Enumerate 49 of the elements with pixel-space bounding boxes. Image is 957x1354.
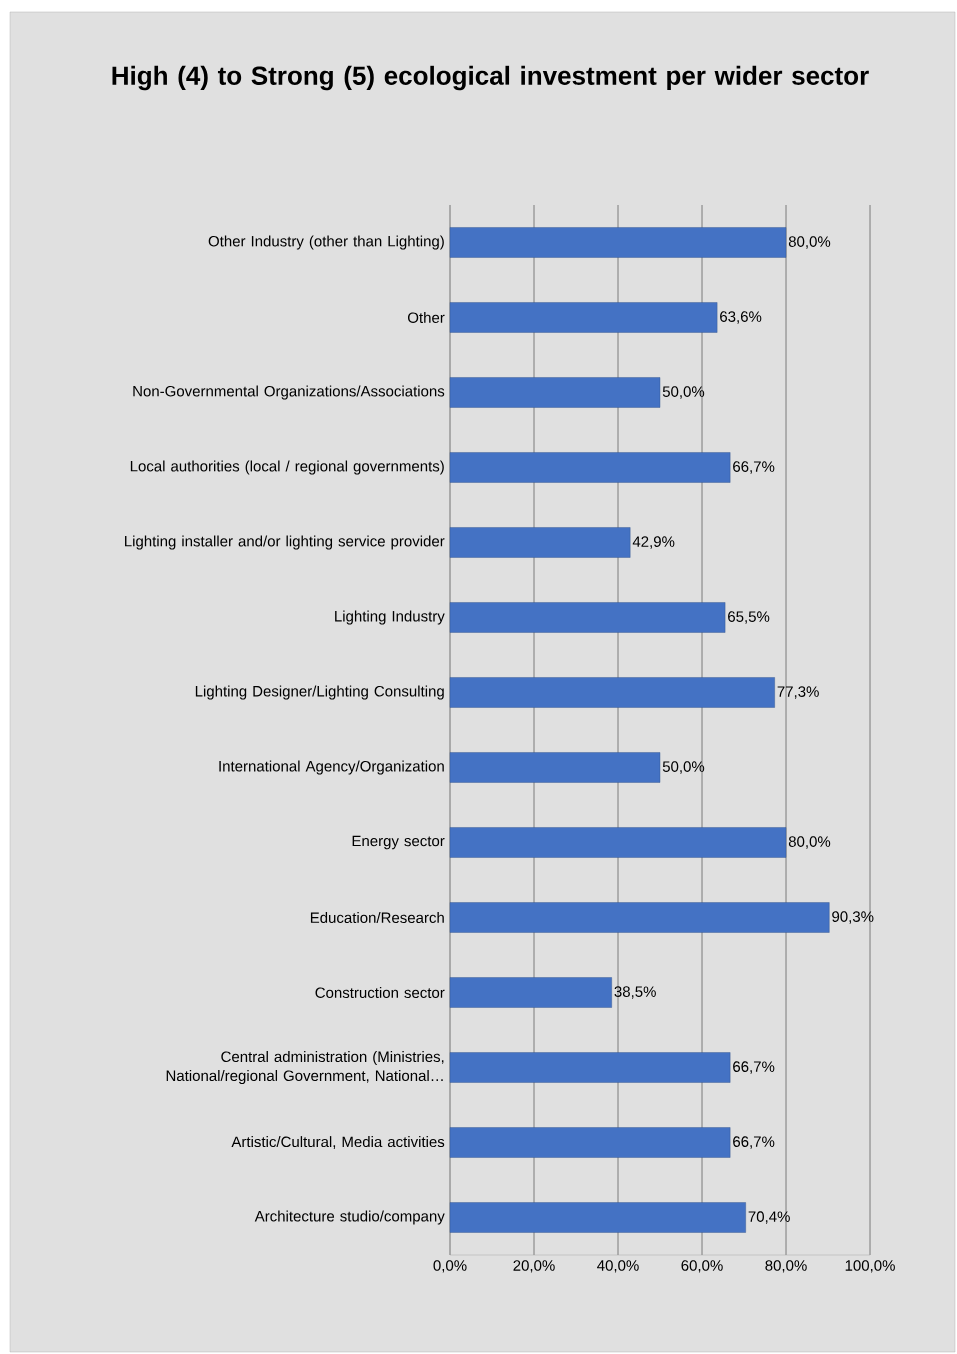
bar xyxy=(449,1052,731,1083)
y-tick-label: Central administration (Ministries, National/regional Government, National… xyxy=(166,1051,444,1084)
y-tick-label: Education/Research xyxy=(310,911,444,924)
y-tick-label: Lighting installer and/or lighting service provider xyxy=(125,535,445,550)
y-tick-label: Energy sector xyxy=(352,835,445,850)
x-tick-label: 40,0% xyxy=(597,1260,639,1273)
bar xyxy=(449,677,775,708)
data-label: 90,3% xyxy=(832,911,874,924)
x-tick-label: 0,0% xyxy=(433,1260,467,1273)
y-tick-label: Other xyxy=(407,311,445,323)
data-label: 66,7% xyxy=(733,461,775,474)
bar xyxy=(449,377,661,408)
data-label: 77,3% xyxy=(777,686,819,699)
data-label: 80,0% xyxy=(788,836,831,849)
x-tick-label: 80,0% xyxy=(765,1260,807,1273)
y-tick-label: Local authorities (local / regional governments) xyxy=(130,460,444,475)
bar xyxy=(449,452,731,483)
y-tick-label: Other Industry (other than Lighting) xyxy=(208,235,444,250)
bar xyxy=(449,902,830,933)
bar xyxy=(449,302,718,333)
data-label: 38,5% xyxy=(614,986,656,999)
data-label: 80,0% xyxy=(788,236,831,249)
data-label: 66,7% xyxy=(733,1061,775,1074)
y-tick-label: International Agency/Organization xyxy=(219,760,444,775)
data-label: 65,5% xyxy=(728,611,770,624)
y-tick-label: Lighting Designer/Lighting Consulting xyxy=(195,685,444,700)
data-label: 63,6% xyxy=(720,311,762,324)
data-label: 42,9% xyxy=(632,536,675,549)
y-tick-label: Artistic/Cultural, Media activities xyxy=(231,1136,445,1149)
bar xyxy=(449,527,631,558)
bar xyxy=(449,827,787,858)
bar xyxy=(449,1127,731,1158)
bar xyxy=(449,227,787,258)
data-label: 50,0% xyxy=(662,761,705,774)
data-label: 66,7% xyxy=(733,1136,775,1149)
y-tick-label: Construction sector xyxy=(315,986,445,999)
y-tick-label: Non-Governmental Organizations/Associations xyxy=(133,385,445,400)
bar xyxy=(449,752,661,783)
data-label: 70,4% xyxy=(748,1211,790,1224)
bar xyxy=(449,977,612,1008)
x-tick-label: 60,0% xyxy=(681,1260,723,1273)
x-tick-label: 20,0% xyxy=(513,1260,555,1273)
chart-title: High (4) to Strong (5) ecological investment per wider sector xyxy=(112,65,869,91)
y-tick-label: Lighting Industry xyxy=(335,610,445,625)
y-tick-label: Architecture studio/company xyxy=(254,1210,445,1225)
data-label: 50,0% xyxy=(662,386,705,399)
bar xyxy=(449,602,726,633)
x-tick-label: 100,0% xyxy=(845,1260,895,1273)
bar xyxy=(449,1202,746,1233)
